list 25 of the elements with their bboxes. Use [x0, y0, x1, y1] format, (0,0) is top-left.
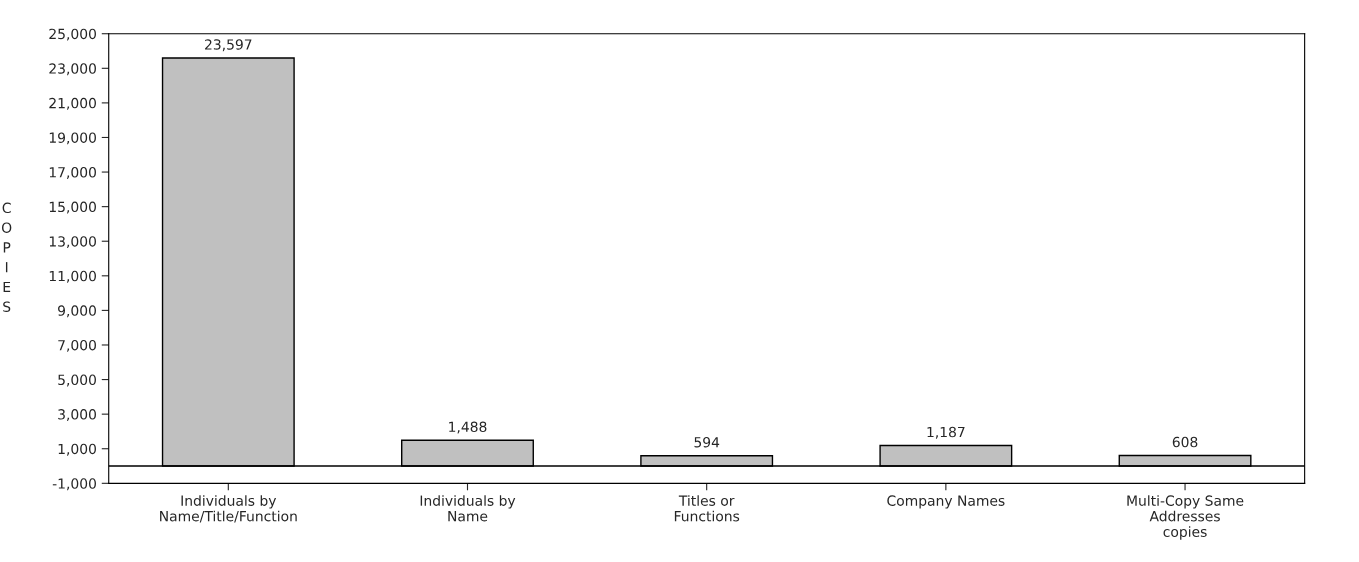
y-tick-label: 17,000: [49, 167, 96, 179]
data-label: 23,597: [205, 39, 252, 52]
data-label: 1,187: [927, 426, 965, 439]
y-tick-label: 7,000: [58, 339, 96, 352]
y-tick-label: 21,000: [49, 97, 96, 110]
y-tick-label: 3,000: [58, 409, 96, 422]
x-tick-label: Multi-Copy Same Addresses copies: [1127, 495, 1244, 540]
y-tick-label: 1,000: [58, 443, 96, 456]
y-tick-label: 9,000: [58, 305, 96, 318]
x-tick-label: Individuals by Name/Title/Function: [160, 495, 297, 523]
y-tick-label: 23,000: [49, 63, 96, 76]
data-label: 1,488: [449, 421, 487, 434]
y-tick-label: 15,000: [49, 201, 96, 214]
data-label: 608: [1172, 436, 1198, 448]
y-tick-label: 25,000: [49, 28, 96, 41]
y-tick-label: 19,000: [49, 132, 96, 145]
data-label: 594: [694, 437, 720, 448]
y-axis-title: COPIES: [1, 202, 12, 312]
x-tick-label: Titles or Functions: [674, 495, 740, 522]
y-tick-label: 5,000: [58, 374, 96, 387]
x-tick-label: Company Names: [887, 495, 1005, 509]
y-tick-label: 11,000: [49, 270, 96, 283]
x-tick-label: Individuals by Name: [420, 495, 516, 522]
y-tick-label: 13,000: [49, 236, 96, 249]
y-tick-label: -1,000: [52, 478, 96, 491]
